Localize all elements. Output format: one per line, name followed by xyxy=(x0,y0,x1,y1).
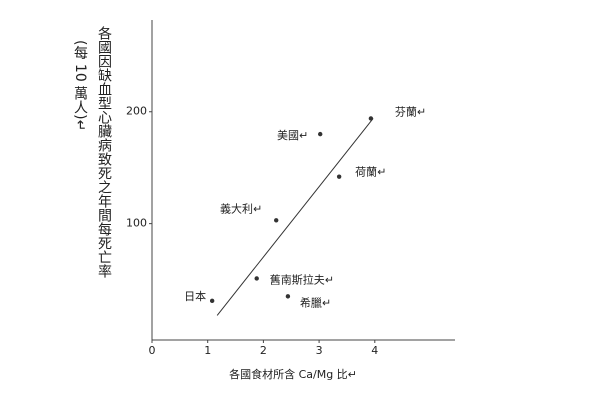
x-tick-label: 1 xyxy=(204,344,211,357)
trend-line xyxy=(216,118,374,316)
point xyxy=(368,116,374,121)
point xyxy=(285,294,291,299)
point xyxy=(318,131,323,137)
y-axis-unit: (每 10 萬人)↵ xyxy=(72,40,88,131)
point xyxy=(254,276,259,281)
y-axis-label: 各國因缺血型心臟病致死之年間每死亡率 xyxy=(96,26,112,278)
point-label: 舊南斯拉夫↵ xyxy=(270,272,334,286)
x-tick-label: 0 xyxy=(149,344,156,357)
point-label: 荷蘭↵ xyxy=(355,166,386,179)
point-label: 日本 xyxy=(184,289,206,303)
x-tick-label: 2 xyxy=(260,344,267,357)
x-tick-label: 4 xyxy=(371,344,378,357)
y-tick-label: 200 xyxy=(126,105,147,118)
y-tick-label: 100 xyxy=(126,217,147,230)
point-label: 希臘↵ xyxy=(300,295,331,309)
point xyxy=(336,174,342,179)
point-label: 芬蘭↵ xyxy=(395,105,426,118)
point xyxy=(209,298,215,304)
x-tick-label: 3 xyxy=(316,344,323,357)
point xyxy=(274,218,279,223)
x-axis-label: 各國食材所含 Ca/Mg 比↵ xyxy=(229,367,357,381)
point-label: 美國↵ xyxy=(277,129,308,142)
point-label: 義大利↵ xyxy=(220,201,262,215)
